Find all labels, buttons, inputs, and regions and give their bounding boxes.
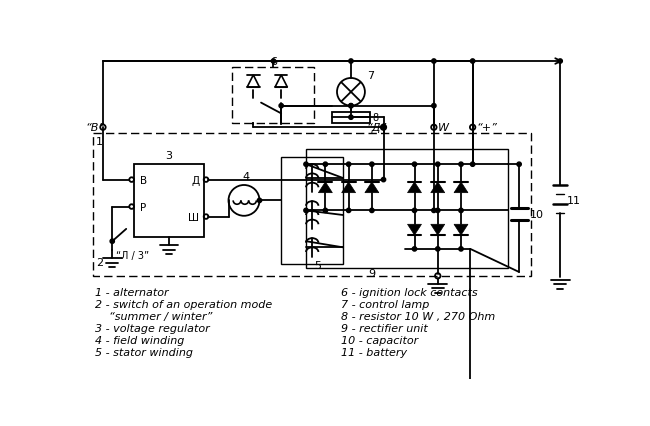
Text: 8: 8 (372, 113, 379, 123)
Circle shape (349, 60, 353, 64)
Circle shape (459, 247, 463, 251)
Circle shape (436, 209, 440, 213)
Circle shape (471, 60, 474, 64)
Circle shape (558, 60, 562, 64)
Text: 3 - voltage regulator: 3 - voltage regulator (95, 323, 210, 334)
Text: “B”: “B” (86, 123, 105, 133)
Text: 1 - alternator: 1 - alternator (95, 288, 169, 298)
Circle shape (436, 163, 440, 167)
Bar (281, 157, 343, 265)
Circle shape (349, 104, 353, 109)
Text: 5: 5 (314, 261, 321, 271)
Circle shape (436, 247, 440, 251)
Circle shape (517, 163, 521, 167)
Bar (134, 165, 203, 238)
Circle shape (110, 239, 114, 244)
Text: 5 - stator winding: 5 - stator winding (95, 347, 193, 357)
Text: 11: 11 (566, 196, 580, 206)
Bar (93, 134, 531, 276)
Text: 6: 6 (270, 57, 277, 66)
Polygon shape (454, 225, 468, 236)
Circle shape (412, 209, 417, 213)
Circle shape (323, 163, 328, 167)
Circle shape (271, 60, 276, 64)
Text: B: B (140, 175, 148, 185)
Circle shape (432, 60, 436, 64)
Circle shape (257, 199, 262, 203)
Circle shape (432, 104, 436, 109)
Polygon shape (408, 225, 421, 236)
Polygon shape (431, 182, 445, 193)
Circle shape (346, 209, 351, 213)
Text: “Л / 3”: “Л / 3” (116, 251, 150, 261)
Circle shape (459, 163, 463, 167)
Circle shape (349, 116, 353, 120)
Text: 7 - control lamp: 7 - control lamp (341, 299, 429, 310)
Text: Д: Д (191, 175, 200, 185)
Circle shape (370, 209, 374, 213)
Text: 2: 2 (96, 257, 103, 268)
Text: 9 - rectifier unit: 9 - rectifier unit (341, 323, 428, 334)
Polygon shape (342, 182, 356, 193)
Circle shape (279, 104, 283, 109)
Bar (233, 68, 314, 124)
Text: 4 - field winding: 4 - field winding (95, 335, 185, 345)
Bar (306, 150, 508, 268)
Circle shape (382, 178, 385, 182)
Text: 1: 1 (96, 137, 103, 147)
Circle shape (412, 163, 417, 167)
Circle shape (459, 209, 463, 213)
Text: Ш: Ш (188, 212, 199, 222)
Text: “+”: “+” (476, 123, 497, 133)
Bar (332, 112, 370, 124)
Text: “Д”: “Д” (367, 123, 387, 133)
Text: 10: 10 (530, 209, 544, 219)
Circle shape (346, 163, 351, 167)
Text: “summer / winter”: “summer / winter” (95, 311, 213, 322)
Circle shape (412, 247, 417, 251)
Text: 2 - switch of an operation mode: 2 - switch of an operation mode (95, 299, 272, 310)
Circle shape (432, 209, 436, 213)
Circle shape (304, 163, 308, 167)
Text: 6 - ignition lock contacts: 6 - ignition lock contacts (341, 288, 478, 298)
Text: 9: 9 (368, 268, 375, 278)
Text: P: P (140, 202, 146, 212)
Circle shape (382, 126, 385, 130)
Polygon shape (408, 182, 421, 193)
Polygon shape (318, 182, 332, 193)
Polygon shape (365, 182, 379, 193)
Polygon shape (454, 182, 468, 193)
Polygon shape (431, 225, 445, 236)
Circle shape (370, 163, 374, 167)
Circle shape (323, 209, 328, 213)
Circle shape (304, 209, 308, 213)
Text: 8 - resistor 10 W , 270 Ohm: 8 - resistor 10 W , 270 Ohm (341, 311, 495, 322)
Circle shape (349, 104, 353, 109)
Text: 11 - battery: 11 - battery (341, 347, 407, 357)
Text: 4: 4 (242, 171, 249, 181)
Text: 10 - capacitor: 10 - capacitor (341, 335, 418, 345)
Text: W: W (437, 123, 448, 133)
Text: 7: 7 (367, 71, 374, 81)
Text: 3: 3 (165, 151, 172, 161)
Circle shape (471, 163, 474, 167)
